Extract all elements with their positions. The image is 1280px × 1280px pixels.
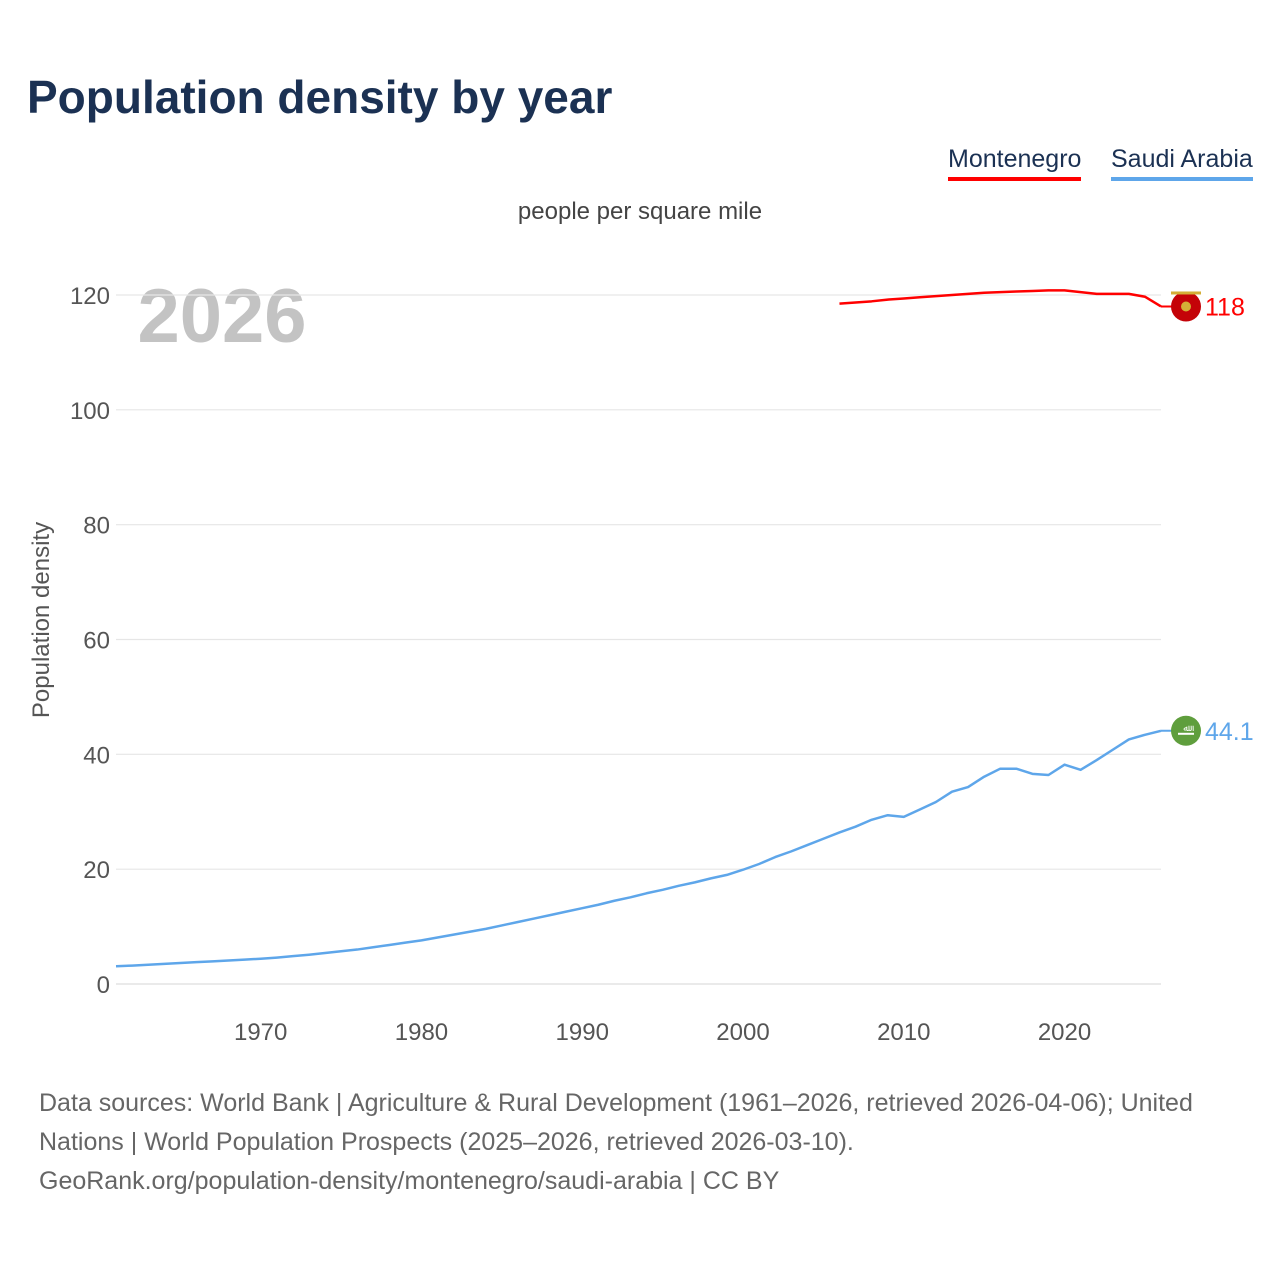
y-tick-label: 20 bbox=[83, 857, 110, 884]
x-tick-label: 2010 bbox=[877, 1019, 930, 1046]
series-line-montenegro bbox=[839, 289, 1162, 308]
y-tick-label: 100 bbox=[70, 398, 110, 425]
chart-subtitle: people per square mile bbox=[517, 198, 763, 225]
end-value-label-saudi-arabia: 44.1 bbox=[1205, 718, 1254, 746]
x-tick-label: 2000 bbox=[716, 1019, 769, 1046]
attribution-link[interactable]: GeoRank.org/population-density/montenegr… bbox=[39, 1167, 780, 1195]
legend-item-saudi-arabia[interactable]: Saudi Arabia bbox=[1111, 145, 1253, 181]
end-value-label-montenegro: 118 bbox=[1205, 293, 1245, 321]
y-tick-label: 40 bbox=[83, 742, 110, 769]
flag-sword bbox=[1178, 732, 1194, 735]
series-line-saudi-arabia bbox=[115, 729, 1162, 968]
year-watermark: 2026 bbox=[137, 274, 306, 359]
y-tick-label: 120 bbox=[70, 283, 110, 310]
chart-title: Population density by year bbox=[27, 71, 613, 123]
x-tick-label: 1980 bbox=[395, 1019, 448, 1046]
x-tick-label: 2020 bbox=[1038, 1019, 1091, 1046]
flag-emblem bbox=[1181, 301, 1191, 312]
data-sources: Data sources: World Bank | Agriculture &… bbox=[39, 1089, 1193, 1156]
y-tick-label: 0 bbox=[97, 972, 110, 999]
x-tick-label: 1970 bbox=[234, 1019, 287, 1046]
flag-border bbox=[1171, 291, 1201, 295]
x-tick-label: 1990 bbox=[556, 1019, 609, 1046]
saudi-arabia-flag-icon bbox=[1171, 715, 1201, 746]
footer: Data sources: World Bank | Agriculture &… bbox=[39, 1084, 1249, 1201]
y-tick-label: 60 bbox=[83, 628, 110, 655]
y-tick-label: 80 bbox=[83, 513, 110, 540]
legend-item-montenegro[interactable]: Montenegro bbox=[948, 145, 1082, 181]
